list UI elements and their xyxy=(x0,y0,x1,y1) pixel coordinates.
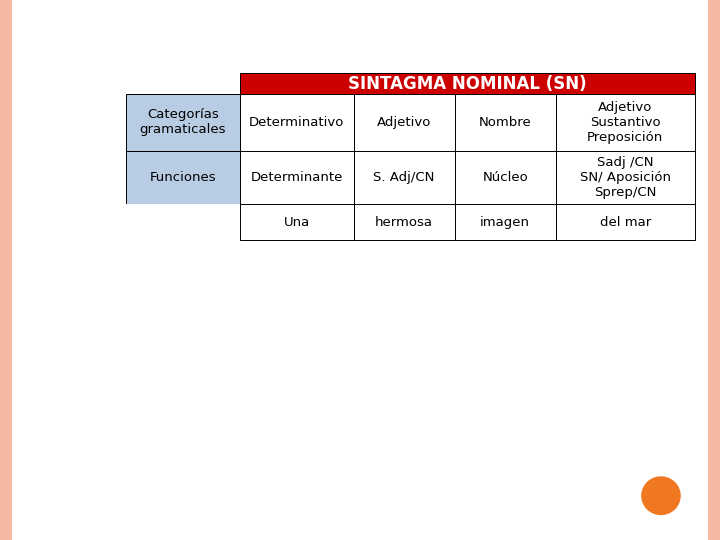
Text: Determinativo: Determinativo xyxy=(249,116,344,129)
Bar xyxy=(240,151,354,204)
Ellipse shape xyxy=(642,476,681,515)
Bar xyxy=(454,204,556,240)
Text: Sadj /CN
SN/ Aposición
Sprep/CN: Sadj /CN SN/ Aposición Sprep/CN xyxy=(580,156,671,199)
Bar xyxy=(126,94,240,151)
Text: Funciones: Funciones xyxy=(150,171,216,184)
Bar xyxy=(240,94,354,151)
Bar xyxy=(126,151,240,204)
Text: imagen: imagen xyxy=(480,215,530,228)
Bar xyxy=(354,94,454,151)
Bar xyxy=(126,204,240,240)
Bar xyxy=(454,94,556,151)
Text: Adjetivo: Adjetivo xyxy=(377,116,431,129)
Bar xyxy=(354,204,454,240)
Bar xyxy=(556,94,695,151)
Text: Núcleo: Núcleo xyxy=(482,171,528,184)
Text: SINTAGMA NOMINAL (SN): SINTAGMA NOMINAL (SN) xyxy=(348,75,587,93)
Text: Adjetivo
Sustantivo
Preposición: Adjetivo Sustantivo Preposición xyxy=(587,101,663,144)
Text: Determinante: Determinante xyxy=(251,171,343,184)
Text: hermosa: hermosa xyxy=(375,215,433,228)
Bar xyxy=(240,204,354,240)
Text: Una: Una xyxy=(284,215,310,228)
Bar xyxy=(556,151,695,204)
Bar xyxy=(454,151,556,204)
Text: S. Adj/CN: S. Adj/CN xyxy=(374,171,435,184)
Bar xyxy=(354,151,454,204)
Text: del mar: del mar xyxy=(600,215,651,228)
Bar xyxy=(126,73,240,94)
Bar xyxy=(240,73,695,94)
Bar xyxy=(556,204,695,240)
Text: Categorías
gramaticales: Categorías gramaticales xyxy=(140,109,226,137)
Text: Nombre: Nombre xyxy=(479,116,531,129)
